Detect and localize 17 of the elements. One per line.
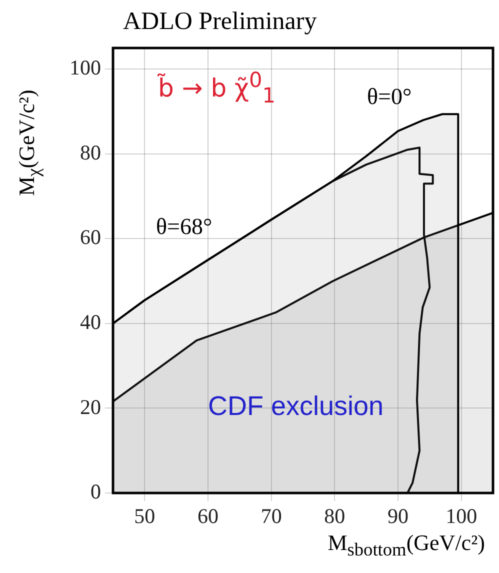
- x-tick-label: 100: [446, 504, 478, 528]
- x-tick-label: 50: [134, 504, 156, 528]
- x-tick-label: 90: [388, 504, 408, 528]
- annotation: θ=0°: [367, 84, 412, 110]
- x-tick-label: 60: [198, 504, 218, 528]
- y-tick-label: 40: [80, 310, 101, 334]
- x-tick-label: 70: [260, 504, 282, 528]
- y-tick-label: 20: [80, 394, 101, 419]
- annotation: CDF exclusion: [208, 391, 384, 422]
- y-tick-label: 100: [70, 56, 101, 80]
- chart-title: ADLO Preliminary: [123, 8, 317, 36]
- y-tick-label: 0: [90, 480, 101, 504]
- x-tick-label: 80: [324, 504, 346, 528]
- y-tick-label: 80: [80, 140, 101, 164]
- y-tick-label: 60: [80, 225, 101, 250]
- x-axis-title: M$_{sbottom}$(GeV/c²): [328, 530, 485, 560]
- annotation: θ=68°: [156, 214, 212, 240]
